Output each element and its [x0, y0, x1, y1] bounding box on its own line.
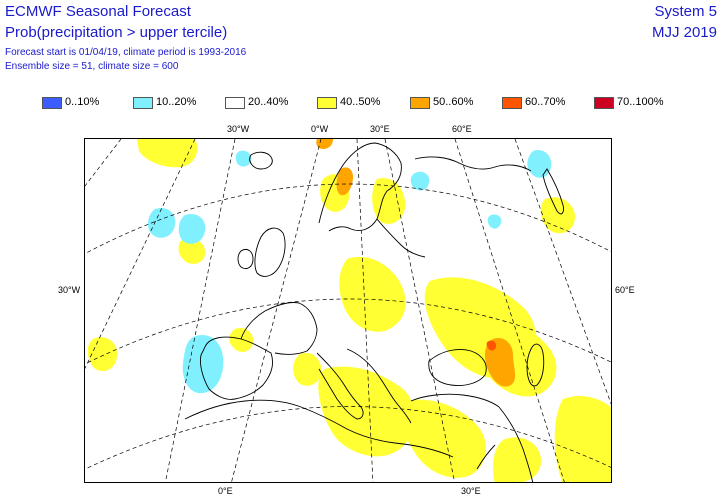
coastline-italy [316, 352, 364, 420]
prob-10-20-regions [147, 149, 552, 394]
coastline-ireland [237, 248, 254, 270]
coastline-arctic-russia [414, 156, 532, 172]
prob-region [398, 399, 486, 478]
longitude-line [514, 139, 611, 405]
coastline-turkey [410, 393, 500, 408]
graticule [85, 139, 611, 482]
coastline-north-africa [184, 399, 454, 458]
lon-label-bottom: 0°E [218, 486, 233, 496]
prob-region [318, 366, 415, 457]
coastline-iceland [249, 151, 273, 170]
lon-label-top: 30°E [370, 124, 390, 134]
prob-region [486, 340, 497, 351]
coastline-british-isles [254, 227, 286, 277]
legend-label: 20..40% [248, 96, 289, 108]
coastline-france [240, 302, 318, 355]
longitude-line [85, 139, 196, 369]
legend-swatch [502, 97, 522, 109]
prob-region [293, 352, 322, 386]
prob-region [493, 437, 541, 482]
prob-region [487, 214, 502, 229]
longitude-line [165, 139, 236, 482]
coastline-balkans [346, 348, 412, 424]
coastline-caspian [526, 343, 545, 387]
coastline-scandinavia [318, 142, 402, 232]
prob-region [372, 178, 406, 224]
lon-label-top: 60°E [452, 124, 472, 134]
ensemble-size-info: Ensemble size = 51, climate size = 600 [5, 61, 179, 72]
longitude-line [384, 139, 455, 482]
system-version: System 5 [654, 3, 717, 20]
legend-label: 0..10% [65, 96, 100, 108]
coastlines [184, 142, 564, 482]
forecast-subtitle: Prob(precipitation > upper tercile) [5, 24, 228, 41]
forecast-map [84, 138, 612, 483]
prob-region [182, 335, 224, 394]
map-canvas [85, 139, 611, 482]
prob-region [137, 139, 198, 168]
legend-swatch [225, 97, 245, 109]
longitude-line [454, 139, 565, 482]
coastline-black-sea [428, 349, 487, 386]
prob-region [178, 238, 206, 264]
lat-label-left: 30°W [58, 285, 81, 295]
coastline-red-sea [476, 444, 496, 470]
prob-region [178, 213, 206, 244]
prob-region [147, 207, 176, 238]
prob-60-70-regions [486, 340, 497, 351]
lat-label-right: 60°E [615, 285, 635, 295]
longitude-line [356, 139, 374, 482]
coastline-middle-east [498, 406, 534, 482]
prob-region [87, 337, 118, 372]
prob-region [229, 327, 254, 352]
coastline-novaya-zemlya [542, 168, 564, 215]
longitude-line [231, 139, 322, 482]
prob-region [540, 197, 575, 234]
legend-swatch [317, 97, 337, 109]
legend-swatch [42, 97, 62, 109]
longitude-line [85, 139, 122, 187]
latitude-line [85, 183, 611, 255]
lon-label-top: 0°W [311, 124, 329, 134]
prob-region [336, 167, 353, 196]
legend-swatch [594, 97, 614, 109]
prob-region [410, 171, 430, 191]
legend-label: 10..20% [156, 96, 197, 108]
legend-swatch [410, 97, 430, 109]
forecast-title: ECMWF Seasonal Forecast [5, 3, 191, 20]
prob-40-50-regions [87, 139, 611, 482]
probability-legend: 0..10% 10..20% 20..40% 40..50% 50..60% 6… [0, 95, 725, 113]
legend-label: 60..70% [525, 96, 566, 108]
forecast-start-info: Forecast start is 01/04/19, climate peri… [5, 47, 247, 58]
coastline-baltic [376, 218, 426, 258]
forecast-period: MJJ 2019 [651, 24, 717, 41]
lon-label-bottom: 30°E [461, 486, 481, 496]
legend-swatch [133, 97, 153, 109]
legend-label: 40..50% [340, 96, 381, 108]
legend-label: 50..60% [433, 96, 474, 108]
prob-region [235, 150, 252, 167]
prob-region [339, 256, 406, 332]
legend-label: 70..100% [617, 96, 664, 108]
lon-label-top: 30°W [227, 124, 250, 134]
prob-region [554, 396, 611, 482]
